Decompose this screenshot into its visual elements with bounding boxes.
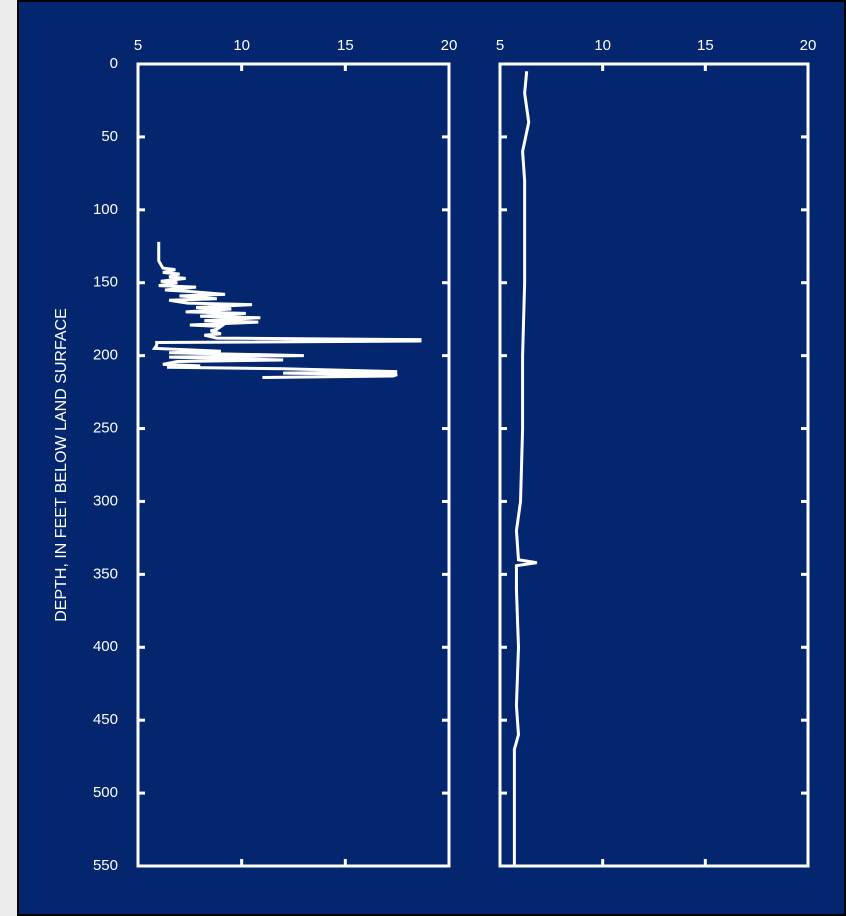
x-tick-label: 10 bbox=[594, 37, 611, 54]
y-tick-label: 550 bbox=[93, 857, 118, 874]
y-tick-label: 0 bbox=[110, 55, 118, 72]
y-tick-label: 400 bbox=[93, 638, 118, 655]
y-tick-label: 350 bbox=[93, 565, 118, 582]
x-tick-label: 20 bbox=[800, 37, 817, 54]
x-tick-label: 10 bbox=[233, 37, 250, 54]
log-line bbox=[151, 241, 422, 380]
plot-frame bbox=[136, 62, 451, 868]
y-tick-label: 200 bbox=[93, 347, 118, 364]
plot-frame bbox=[498, 62, 810, 868]
background bbox=[17, 0, 846, 916]
log-line bbox=[512, 71, 538, 866]
x-tick-label: 20 bbox=[441, 37, 458, 54]
y-tick-label: 150 bbox=[93, 274, 118, 291]
y-tick-label: 50 bbox=[101, 128, 118, 145]
y-tick-label: 500 bbox=[93, 784, 118, 801]
x-tick-label: 5 bbox=[134, 37, 142, 54]
y-axis-label: DEPTH, IN FEET BELOW LAND SURFACE bbox=[53, 308, 70, 622]
x-tick-label: 15 bbox=[697, 37, 714, 54]
x-tick-label: 15 bbox=[337, 37, 354, 54]
y-tick-label: 250 bbox=[93, 420, 118, 437]
y-tick-label: 450 bbox=[93, 711, 118, 728]
y-tick-label: 300 bbox=[93, 492, 118, 509]
x-tick-label: 5 bbox=[496, 37, 504, 54]
y-tick-label: 100 bbox=[93, 201, 118, 218]
